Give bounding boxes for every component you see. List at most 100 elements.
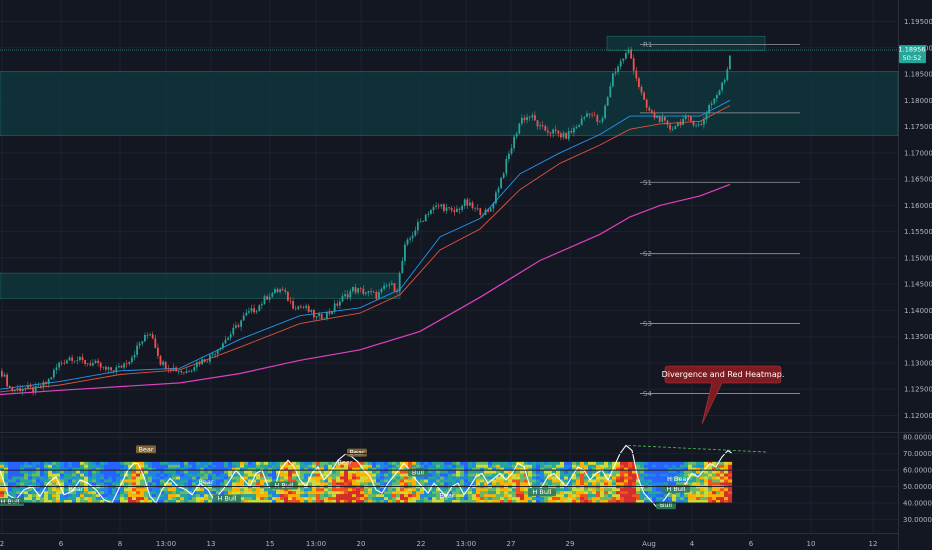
- heatmap-cell: [668, 467, 673, 471]
- heatmap-cell: [280, 497, 285, 501]
- heatmap-cell: [440, 482, 445, 486]
- heatmap-cell: [240, 473, 245, 477]
- signal-badge: [213, 494, 241, 503]
- heatmap-cell: [620, 476, 625, 480]
- candle-body: [125, 363, 128, 365]
- heatmap-cell: [608, 491, 613, 495]
- candle-body: [437, 205, 440, 207]
- heatmap-cell: [688, 464, 693, 468]
- heatmap-cell: [252, 464, 257, 468]
- heatmap-cell: [572, 488, 577, 492]
- heatmap-cell: [136, 470, 141, 474]
- heatmap-cell: [272, 461, 277, 465]
- heatmap-cell: [616, 482, 621, 486]
- heatmap-cell: [120, 464, 125, 468]
- heatmap-cell: [408, 491, 413, 495]
- candle-body: [604, 105, 606, 119]
- heatmap-cell: [4, 491, 9, 495]
- candle-body: [388, 284, 391, 286]
- heatmap-cell: [560, 470, 565, 474]
- heatmap-cell: [344, 500, 349, 504]
- heatmap-cell: [592, 500, 597, 504]
- heatmap-cell: [24, 464, 29, 468]
- candle-body: [510, 148, 513, 154]
- heatmap-cell: [224, 488, 229, 492]
- heatmap-cell: [144, 470, 149, 474]
- heatmap-cell: [300, 482, 305, 486]
- heatmap-cell: [584, 491, 589, 495]
- heatmap-cell: [368, 470, 373, 474]
- heatmap-cell: [328, 488, 333, 492]
- heatmap-cell: [204, 476, 209, 480]
- heatmap-cell: [396, 491, 401, 495]
- heatmap-cell: [704, 482, 709, 486]
- heatmap-cell: [620, 461, 625, 465]
- heatmap-cell: [28, 464, 33, 468]
- heatmap-cell: [632, 488, 637, 492]
- heatmap-cell: [384, 488, 389, 492]
- heatmap-cell: [432, 497, 437, 501]
- heatmap-cell: [136, 479, 141, 483]
- candle-body: [144, 335, 146, 342]
- heatmap-cell: [712, 494, 717, 498]
- heatmap-cell: [468, 497, 473, 501]
- heatmap-cell: [460, 467, 465, 471]
- candle-body: [710, 103, 713, 106]
- candle-body: [515, 133, 518, 137]
- heatmap-cell: [444, 500, 449, 504]
- heatmap-cell: [380, 497, 385, 501]
- heatmap-cell: [180, 488, 185, 492]
- heatmap-cell: [520, 473, 525, 477]
- heatmap-cell: [140, 494, 145, 498]
- heatmap-cell: [368, 479, 373, 483]
- heatmap-cell: [12, 464, 17, 468]
- heatmap-cell: [660, 476, 665, 480]
- candle-body: [614, 71, 617, 74]
- heatmap-cell: [160, 476, 165, 480]
- heatmap-cell: [96, 467, 101, 471]
- heatmap-cell: [484, 473, 489, 477]
- heatmap-cell: [196, 488, 201, 492]
- heatmap-cell: [508, 491, 513, 495]
- heatmap-cell: [516, 479, 521, 483]
- heatmap-cell: [264, 488, 269, 492]
- osc-tick-label: 60.000000: [903, 467, 932, 475]
- price-axis[interactable]: 1.195001.190001.185001.180001.175001.170…: [904, 18, 932, 420]
- heatmap-cell: [340, 470, 345, 474]
- heatmap-cell: [652, 500, 657, 504]
- heatmap-cell: [544, 500, 549, 504]
- heatmap-cell: [240, 461, 245, 465]
- heatmap-cell: [52, 461, 57, 465]
- candle-body: [216, 349, 219, 354]
- time-axis[interactable]: 2 6 8 13:00 13 15 13:00 20 22 13:00 27 29 Aug 4 6 10 12: [0, 540, 877, 548]
- heatmap-cell: [192, 497, 197, 501]
- heatmap-cell: [92, 470, 97, 474]
- heatmap-cell: [296, 497, 301, 501]
- heatmap-cell: [492, 482, 497, 486]
- heatmap-cell: [360, 467, 365, 471]
- heatmap-cell: [504, 494, 509, 498]
- heatmap-cell: [196, 482, 201, 486]
- candle-body: [570, 131, 573, 133]
- heatmap-cell: [648, 500, 653, 504]
- heatmap-cell: [420, 461, 425, 465]
- candle-body: [544, 126, 547, 131]
- heatmap-cell: [212, 479, 217, 483]
- heatmap-cell: [368, 491, 373, 495]
- heatmap-cell: [68, 488, 73, 492]
- heatmap-cell: [548, 479, 553, 483]
- heatmap-cell: [84, 491, 89, 495]
- oscillator-axis[interactable]: 80.00000070.00000060.00000050.00000040.0…: [0, 434, 932, 524]
- heatmap-cell: [76, 464, 81, 468]
- heatmap-cell: [180, 500, 185, 504]
- heatmap-cell: [260, 488, 265, 492]
- candle-body: [323, 318, 326, 320]
- heatmap-cell: [576, 488, 581, 492]
- heatmap-cell: [372, 500, 377, 504]
- heatmap-cell: [132, 491, 137, 495]
- heatmap-cell: [616, 494, 621, 498]
- heatmap-cell: [268, 464, 273, 468]
- candle-body: [471, 202, 474, 208]
- heatmap-cell: [396, 497, 401, 501]
